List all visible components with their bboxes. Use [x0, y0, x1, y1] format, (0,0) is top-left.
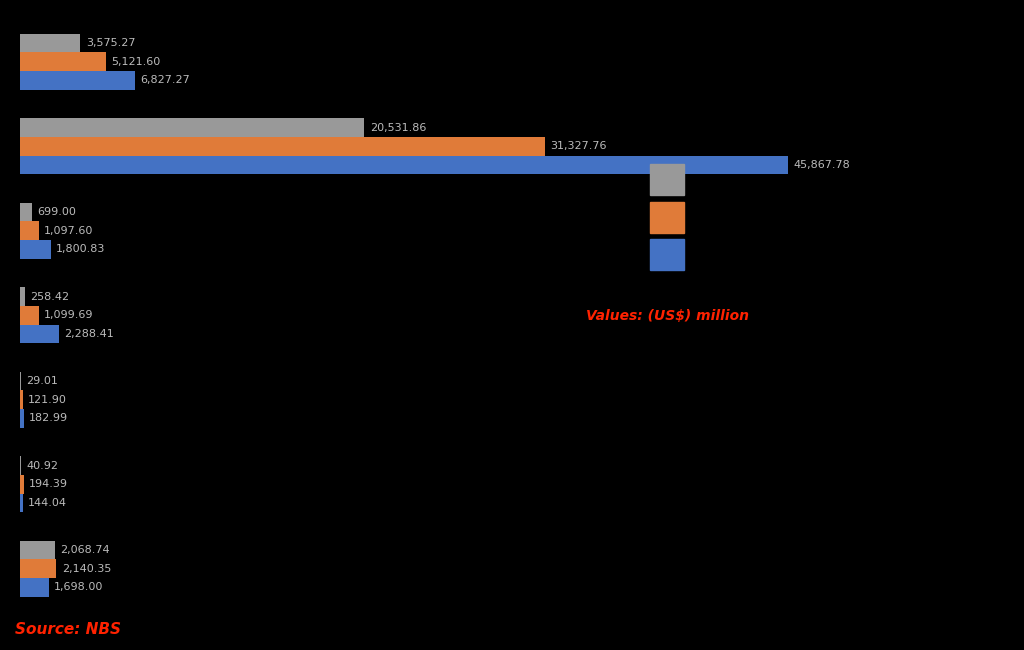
Text: 699.00: 699.00 [38, 207, 77, 217]
Bar [20, 493, 23, 512]
Bar [20, 409, 24, 428]
Text: 194.39: 194.39 [29, 479, 69, 489]
Text: 258.42: 258.42 [30, 292, 70, 302]
Bar [20, 560, 56, 578]
Bar [20, 391, 23, 409]
Bar [20, 541, 55, 560]
Text: 29.01: 29.01 [27, 376, 58, 386]
Text: 3,575.27: 3,575.27 [86, 38, 135, 48]
Text: 20,531.86: 20,531.86 [370, 123, 426, 133]
Bar [20, 324, 58, 343]
Text: 1,097.60: 1,097.60 [44, 226, 93, 236]
Bar [20, 53, 106, 71]
Text: 121.90: 121.90 [28, 395, 67, 405]
Text: 31,327.76: 31,327.76 [551, 141, 607, 151]
Bar [20, 155, 788, 174]
Text: 1,800.83: 1,800.83 [56, 244, 105, 254]
Bar [20, 118, 365, 137]
Text: 45,867.78: 45,867.78 [794, 160, 851, 170]
Bar [20, 287, 25, 306]
Bar [20, 240, 50, 259]
Text: 40.92: 40.92 [27, 461, 58, 471]
Bar [20, 203, 32, 222]
Text: 2,068.74: 2,068.74 [60, 545, 111, 555]
Text: 182.99: 182.99 [29, 413, 68, 423]
Bar [20, 306, 39, 324]
Text: 1,099.69: 1,099.69 [44, 310, 94, 320]
Text: 144.04: 144.04 [29, 498, 68, 508]
Text: Source: NBS: Source: NBS [15, 622, 122, 637]
Text: 5,121.60: 5,121.60 [112, 57, 161, 67]
Bar [20, 475, 24, 493]
Text: 1,698.00: 1,698.00 [54, 582, 103, 592]
Text: 2,288.41: 2,288.41 [65, 329, 114, 339]
Bar [20, 222, 39, 240]
Text: Values: (US$) million: Values: (US$) million [586, 309, 749, 324]
Bar [20, 578, 49, 597]
Text: 6,827.27: 6,827.27 [140, 75, 189, 85]
Text: 2,140.35: 2,140.35 [61, 564, 111, 574]
Bar [20, 34, 80, 53]
Bar [20, 71, 135, 90]
Bar [20, 137, 545, 155]
